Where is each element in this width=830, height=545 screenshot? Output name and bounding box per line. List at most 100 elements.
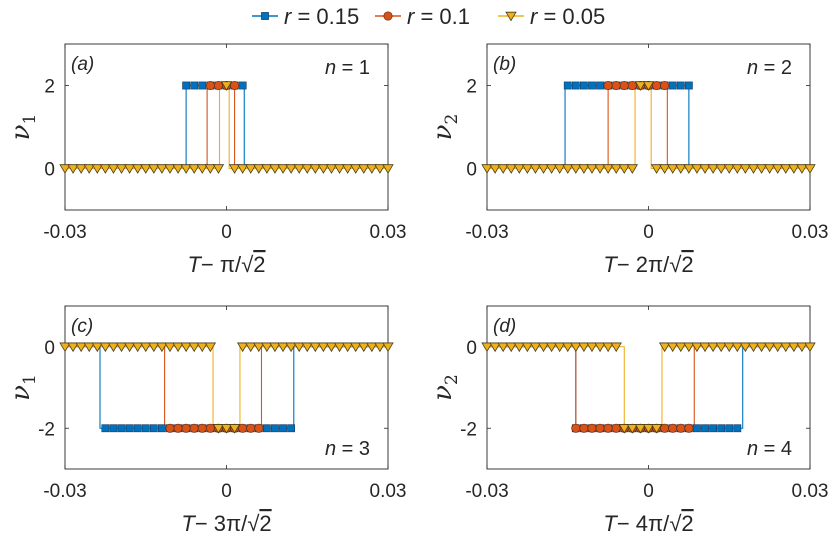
data-point (212, 164, 225, 174)
data-point (529, 164, 542, 174)
data-point (238, 81, 247, 90)
data-point (245, 342, 257, 353)
data-point (309, 164, 322, 174)
data-point (610, 342, 622, 353)
axes-box (486, 43, 811, 211)
data-point (513, 164, 526, 174)
data-point (59, 164, 71, 174)
data-point (123, 164, 136, 174)
x-tick-label: 0 (221, 222, 232, 243)
data-point (358, 342, 370, 353)
data-point (634, 424, 647, 434)
data-point (545, 164, 558, 174)
data-point (611, 423, 621, 433)
x-tick-label: 0.03 (792, 222, 829, 243)
data-point (571, 423, 581, 433)
data-point (755, 342, 768, 353)
data-point (325, 342, 338, 353)
data-point (676, 81, 685, 90)
data-point (626, 164, 639, 174)
data-point (67, 164, 79, 174)
data-point (739, 164, 752, 174)
data-point (366, 342, 378, 353)
data-point (301, 342, 313, 353)
data-point (277, 164, 289, 174)
data-point (660, 80, 670, 91)
data-point (563, 81, 572, 90)
data-point (285, 164, 297, 174)
data-point (317, 164, 330, 174)
panel-tag: (b) (493, 54, 516, 75)
chart-panel-b: -0.03 0 0.03 0 2 (b) n = 2 ν2 T− 2π/√2 (428, 43, 829, 277)
data-point (642, 81, 655, 91)
data-point (650, 424, 663, 434)
data-point (213, 80, 223, 91)
data-point (349, 164, 362, 174)
data-point (733, 424, 742, 433)
data-point (333, 342, 346, 353)
data-point (341, 164, 354, 174)
data-point (254, 423, 264, 433)
data-point (691, 342, 703, 353)
data-point (586, 164, 598, 174)
data-point (131, 342, 144, 353)
data-point (553, 342, 566, 353)
data-point (489, 342, 501, 353)
data-point (618, 424, 630, 434)
y-tick-label: -2 (38, 419, 55, 440)
series-markers-3 (481, 81, 816, 174)
data-point (158, 424, 166, 433)
axes-box (486, 305, 811, 470)
y-tick-label: 2 (466, 77, 477, 98)
legend-marker (383, 11, 393, 21)
data-point (660, 423, 670, 433)
chart-panel-d: -0.03 0 0.03 -2 0 (d) n = 4 ν2 T− 4π/√2 (428, 305, 828, 536)
data-point (115, 342, 128, 353)
panel-tag: (d) (493, 316, 516, 337)
data-point (172, 164, 184, 174)
y-tick-label: 0 (44, 338, 55, 359)
data-point (156, 342, 168, 353)
data-point (293, 342, 305, 353)
data-point (780, 164, 792, 174)
x-tick-label: 0 (643, 222, 654, 243)
data-point (325, 164, 338, 174)
data-point (570, 342, 582, 353)
data-point (747, 164, 760, 174)
data-point (99, 342, 112, 353)
data-point (481, 342, 493, 353)
data-point (230, 80, 240, 91)
data-point (285, 342, 297, 353)
data-point (683, 164, 695, 174)
data-point (731, 342, 744, 353)
data-point (182, 81, 191, 90)
data-point (366, 164, 378, 174)
data-point (172, 342, 184, 353)
data-point (140, 164, 152, 174)
data-point (594, 164, 606, 174)
panel-tag: (a) (71, 54, 94, 75)
data-point (107, 164, 120, 174)
data-point (521, 342, 534, 353)
data-point (707, 342, 719, 353)
data-point (180, 164, 192, 174)
x-tick-label: -0.03 (465, 222, 508, 243)
data-point (83, 342, 95, 353)
data-point (668, 81, 677, 90)
data-point (197, 423, 207, 433)
data-point (699, 164, 711, 174)
data-point (497, 164, 509, 174)
data-point (109, 424, 118, 433)
data-point (709, 424, 717, 433)
data-point (188, 164, 200, 174)
data-point (374, 342, 386, 353)
data-point (133, 424, 142, 433)
data-point (204, 164, 217, 174)
data-point (245, 164, 257, 174)
x-tick-label: -0.03 (43, 481, 86, 502)
data-point (333, 164, 346, 174)
data-point (141, 424, 150, 433)
data-point (228, 424, 241, 434)
data-point (578, 164, 590, 174)
